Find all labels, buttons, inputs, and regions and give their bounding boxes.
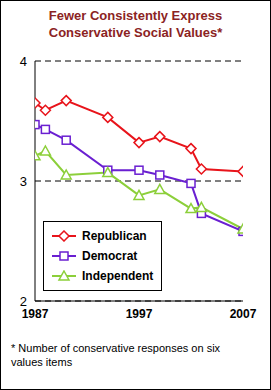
html-text:Republican: Republican	[82, 229, 147, 243]
svg-text:1987: 1987	[21, 306, 49, 321]
html-text:* Number of conservative respo: * Number of conservative responses on si…	[11, 342, 221, 368]
svg-text:2: 2	[20, 294, 27, 309]
svg-text:2007: 2007	[230, 307, 257, 321]
html-text:Independent: Independent	[82, 269, 154, 283]
html-text:Democrat: Democrat	[82, 249, 138, 263]
html-text:Fewer Consistently Express Con: Fewer Consistently Express Conservative …	[48, 8, 223, 40]
svg-text:4: 4	[20, 54, 27, 69]
svg-text:3: 3	[20, 174, 27, 189]
svg-text:1997: 1997	[126, 307, 153, 321]
